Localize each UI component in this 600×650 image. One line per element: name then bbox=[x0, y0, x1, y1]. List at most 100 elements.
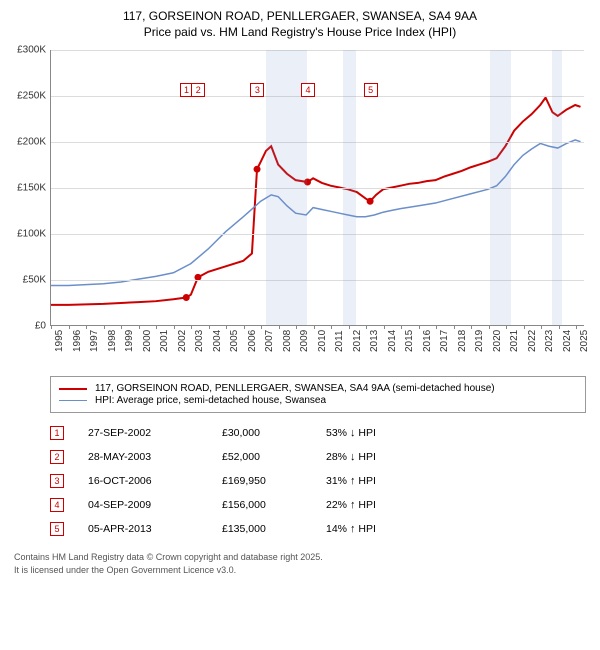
x-tick bbox=[86, 325, 87, 329]
legend: 117, GORSEINON ROAD, PENLLERGAER, SWANSE… bbox=[50, 376, 586, 413]
y-axis-label: £200K bbox=[10, 137, 46, 148]
row-date: 28-MAY-2003 bbox=[88, 451, 198, 463]
x-axis-label: 2006 bbox=[247, 330, 258, 352]
footer-line-1: Contains HM Land Registry data © Crown c… bbox=[14, 551, 586, 563]
x-tick bbox=[51, 325, 52, 329]
x-tick bbox=[349, 325, 350, 329]
x-tick bbox=[261, 325, 262, 329]
x-axis-label: 2017 bbox=[439, 330, 450, 352]
x-tick bbox=[139, 325, 140, 329]
row-pct: 22% ↑ HPI bbox=[326, 499, 426, 511]
y-axis-label: £300K bbox=[10, 45, 46, 56]
x-axis-label: 1995 bbox=[54, 330, 65, 352]
x-tick bbox=[279, 325, 280, 329]
row-marker: 4 bbox=[50, 498, 64, 512]
sale-marker-label: 2 bbox=[191, 83, 205, 97]
legend-label: HPI: Average price, semi-detached house,… bbox=[95, 395, 326, 406]
x-axis-label: 2009 bbox=[299, 330, 310, 352]
x-tick bbox=[436, 325, 437, 329]
row-price: £135,000 bbox=[222, 523, 302, 535]
x-axis-label: 2024 bbox=[562, 330, 573, 352]
x-tick bbox=[209, 325, 210, 329]
recession-shade bbox=[343, 50, 355, 325]
x-axis-label: 2003 bbox=[194, 330, 205, 352]
x-axis-label: 2011 bbox=[334, 331, 345, 353]
sale-marker-label: 5 bbox=[364, 83, 378, 97]
x-axis-label: 2020 bbox=[492, 330, 503, 352]
table-row: 505-APR-2013£135,00014% ↑ HPI bbox=[50, 517, 586, 541]
row-price: £52,000 bbox=[222, 451, 302, 463]
x-axis-label: 2023 bbox=[544, 330, 555, 352]
sale-marker-label: 3 bbox=[250, 83, 264, 97]
x-axis-label: 2007 bbox=[264, 330, 275, 352]
chart-container: 117, GORSEINON ROAD, PENLLERGAER, SWANSE… bbox=[0, 0, 600, 582]
x-tick bbox=[314, 325, 315, 329]
x-axis-label: 2004 bbox=[212, 330, 223, 352]
x-axis-label: 2005 bbox=[229, 330, 240, 352]
legend-label: 117, GORSEINON ROAD, PENLLERGAER, SWANSE… bbox=[95, 383, 495, 394]
x-tick bbox=[401, 325, 402, 329]
x-axis-label: 1999 bbox=[124, 330, 135, 352]
x-axis-label: 2001 bbox=[159, 330, 170, 352]
row-marker: 2 bbox=[50, 450, 64, 464]
footer-line-2: It is licensed under the Open Government… bbox=[14, 564, 586, 576]
row-pct: 31% ↑ HPI bbox=[326, 475, 426, 487]
x-tick bbox=[121, 325, 122, 329]
legend-row: 117, GORSEINON ROAD, PENLLERGAER, SWANSE… bbox=[59, 383, 577, 394]
x-tick bbox=[174, 325, 175, 329]
sales-table: 1 27-SEP-2002 £30,000 53% ↓ HPI 2 28-MAY-2003… bbox=[50, 421, 586, 541]
row-date: 05-APR-2013 bbox=[88, 523, 198, 535]
title-line-2: Price paid vs. HM Land Registry's House … bbox=[10, 24, 590, 40]
y-axis-label: £50K bbox=[10, 275, 46, 286]
row-date: 27-SEP-2002 bbox=[88, 427, 198, 439]
x-axis-label: 2025 bbox=[579, 330, 590, 352]
x-axis-label: 2016 bbox=[422, 330, 433, 352]
x-axis-label: 2019 bbox=[474, 330, 485, 352]
x-axis-label: 2012 bbox=[352, 330, 363, 352]
row-price: £30,000 bbox=[222, 427, 302, 439]
x-tick bbox=[244, 325, 245, 329]
table-row: 4 04-SEP-2009 £156,000 22% ↑ HPI bbox=[50, 493, 586, 517]
x-tick bbox=[419, 325, 420, 329]
row-pct: 53% ↓ HPI bbox=[326, 427, 426, 439]
x-axis-label: 2000 bbox=[142, 330, 153, 352]
row-date: 04-SEP-2009 bbox=[88, 499, 198, 511]
x-axis-label: 1998 bbox=[107, 330, 118, 352]
row-marker: 5 bbox=[50, 522, 64, 536]
x-tick bbox=[471, 325, 472, 329]
sale-marker-label: 4 bbox=[301, 83, 315, 97]
x-axis-label: 2014 bbox=[387, 330, 398, 352]
row-price: £156,000 bbox=[222, 499, 302, 511]
x-axis-label: 2008 bbox=[282, 330, 293, 352]
table-row: 2 28-MAY-2003 £52,000 28% ↓ HPI bbox=[50, 445, 586, 469]
table-row: 316-OCT-2006£169,95031% ↑ HPI bbox=[50, 469, 586, 493]
y-axis-label: £0 bbox=[10, 321, 46, 332]
x-axis-label: 2010 bbox=[317, 330, 328, 352]
legend-swatch bbox=[59, 388, 87, 390]
x-tick bbox=[226, 325, 227, 329]
x-axis-label: 2021 bbox=[509, 330, 520, 352]
recession-shade bbox=[490, 50, 511, 325]
row-marker: 1 bbox=[50, 426, 64, 440]
x-tick bbox=[366, 325, 367, 329]
x-axis-label: 1997 bbox=[89, 330, 100, 352]
chart-title: 117, GORSEINON ROAD, PENLLERGAER, SWANSE… bbox=[10, 8, 590, 40]
plot-area: 1995199619971998199920002001200220032004… bbox=[50, 50, 584, 326]
row-marker: 3 bbox=[50, 474, 64, 488]
x-axis-label: 1996 bbox=[72, 330, 83, 352]
title-line-1: 117, GORSEINON ROAD, PENLLERGAER, SWANSE… bbox=[10, 8, 590, 24]
footer-attribution: Contains HM Land Registry data © Crown c… bbox=[14, 551, 586, 575]
legend-row: HPI: Average price, semi-detached house,… bbox=[59, 395, 577, 406]
x-axis-label: 2002 bbox=[177, 330, 188, 352]
x-tick bbox=[104, 325, 105, 329]
x-tick bbox=[331, 325, 332, 329]
row-pct: 28% ↓ HPI bbox=[326, 451, 426, 463]
x-tick bbox=[69, 325, 70, 329]
sale-marker-dot bbox=[183, 294, 190, 301]
x-tick bbox=[541, 325, 542, 329]
recession-shade bbox=[552, 50, 563, 325]
x-tick bbox=[576, 325, 577, 329]
x-tick bbox=[384, 325, 385, 329]
x-axis-label: 2022 bbox=[527, 330, 538, 352]
y-axis-label: £250K bbox=[10, 91, 46, 102]
